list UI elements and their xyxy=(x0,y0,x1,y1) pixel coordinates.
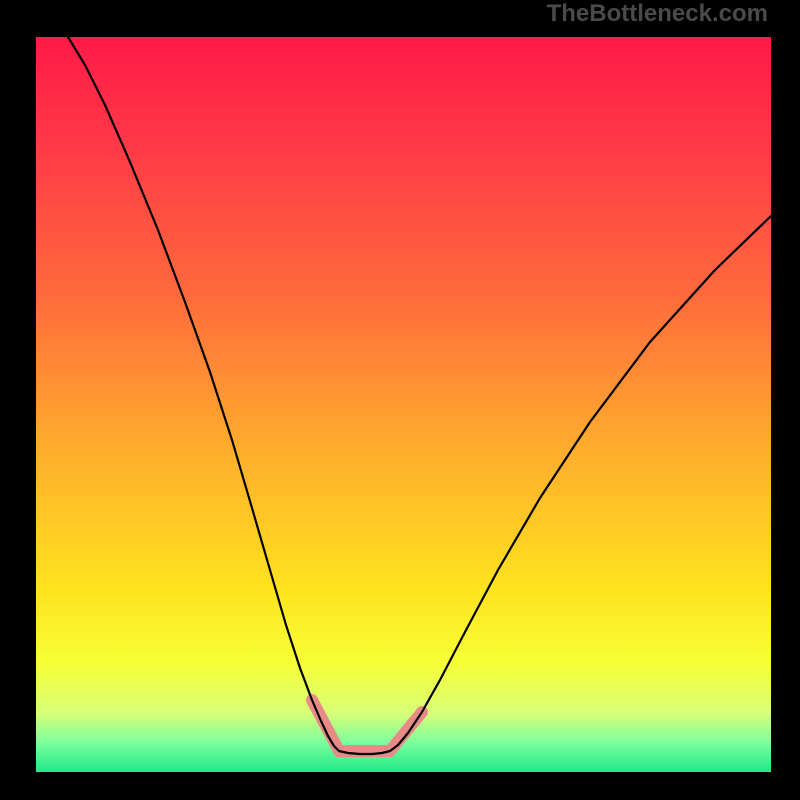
curve-layer xyxy=(0,0,800,800)
chart-container: TheBottleneck.com xyxy=(0,0,800,800)
watermark-text: TheBottleneck.com xyxy=(547,0,768,28)
bottleneck-curve xyxy=(68,37,771,754)
